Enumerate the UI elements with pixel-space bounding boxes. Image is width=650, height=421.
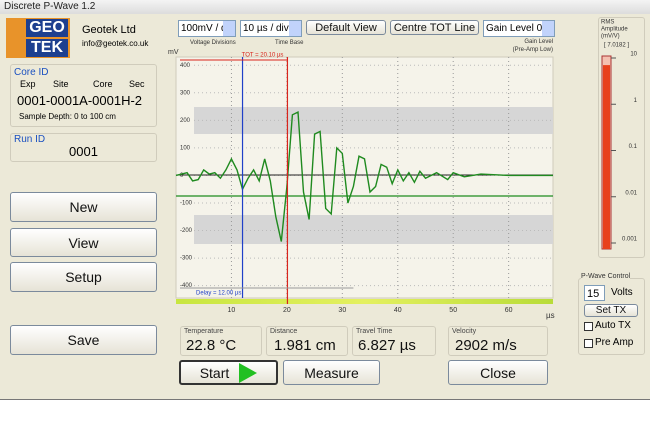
readout-value: 22.8 °C (186, 337, 237, 354)
control-title: P-Wave Control (581, 273, 631, 280)
voltage-label: Voltage Divisions (190, 40, 236, 46)
control-group: P-Wave Control 15 Volts Set TX Auto TX P… (578, 273, 645, 355)
play-icon (239, 362, 258, 383)
readout: Travel Time 6.827 µs (352, 326, 436, 356)
gain-select[interactable]: Gain Level 0 (483, 20, 555, 37)
readout-label: Temperature (184, 328, 224, 335)
company-name: Geotek Ltd (82, 24, 136, 36)
readout: Velocity 2902 m/s (448, 326, 548, 356)
logo-top: GEO (26, 19, 68, 37)
close-button[interactable]: Close (448, 360, 548, 385)
volts-input[interactable]: 15 (584, 285, 605, 301)
gain-label: Gain Level (524, 39, 553, 45)
timebase-select[interactable]: 10 µs / div (240, 20, 302, 37)
logo-bottom: TEK (26, 39, 68, 57)
core-header: Site (53, 79, 69, 89)
start-label: Start (199, 364, 230, 381)
core-header: Sec (129, 79, 145, 89)
title-bar: Discrete P-Wave 1.2 (0, 0, 650, 14)
readout: Distance 1.981 cm (266, 326, 348, 356)
core-label: Core ID (14, 67, 49, 78)
window: Discrete P-Wave 1.2 GEO TEK Geotek Ltd i… (0, 0, 650, 400)
readout-label: Velocity (452, 328, 477, 335)
default-view-button[interactable]: Default View (306, 20, 386, 35)
sample-depth: Sample Depth: 0 to 100 cm (19, 112, 116, 121)
core-id: 0001-0001A-0001H-2 (17, 93, 143, 108)
voltage-select[interactable]: 100mV / di (178, 20, 236, 37)
set-tx-button[interactable]: Set TX (584, 304, 638, 317)
run-group: Run ID 0001 (10, 133, 157, 162)
gain-sub-label: (Pre-Amp Low) (512, 47, 553, 53)
auto-tx-label: Auto TX (595, 320, 631, 331)
meter-group (598, 17, 645, 258)
volts-label: Volts (611, 287, 633, 298)
readout: Temperature 22.8 °C (180, 326, 262, 356)
readout-value: 1.981 cm (274, 337, 336, 354)
readout-label: Distance (270, 328, 298, 335)
readout-value: 6.827 µs (358, 337, 416, 354)
core-header: Exp (20, 79, 36, 89)
new-button[interactable]: New (10, 192, 157, 222)
pre-amp-label: Pre Amp (595, 337, 634, 348)
centre-tot-button[interactable]: Centre TOT Line (390, 20, 479, 35)
company-email: info@geotek.co.uk (82, 39, 149, 48)
core-group: Core ID Exp Site Core Sec 0001-0001A-000… (10, 64, 157, 127)
pre-amp-checkbox[interactable] (584, 339, 593, 348)
core-header: Core (93, 79, 113, 89)
auto-tx-checkbox[interactable] (584, 322, 593, 331)
view-button[interactable]: View (10, 228, 157, 257)
readout-label: Travel Time (356, 328, 393, 335)
timebase-label: Time Base (275, 40, 304, 46)
measure-button[interactable]: Measure (283, 360, 380, 385)
setup-button[interactable]: Setup (10, 262, 157, 292)
run-label: Run ID (14, 134, 46, 145)
run-id: 0001 (69, 144, 98, 159)
save-button[interactable]: Save (10, 325, 157, 355)
logo: GEO TEK (6, 18, 70, 58)
readout-value: 2902 m/s (455, 337, 517, 354)
start-button[interactable]: Start (179, 360, 278, 385)
